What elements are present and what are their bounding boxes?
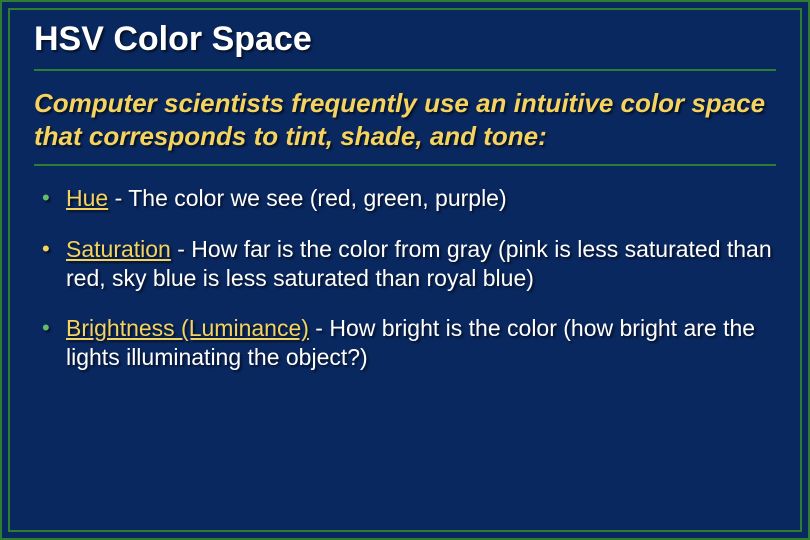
slide-title: HSV Color Space [34, 20, 776, 71]
slide-intro: Computer scientists frequently use an in… [34, 87, 776, 166]
bullet-term: Saturation [66, 236, 171, 262]
list-item: Brightness (Luminance) - How bright is t… [38, 314, 776, 372]
bullet-description: - The color we see (red, green, purple) [108, 185, 506, 211]
slide-outer-frame: HSV Color Space Computer scientists freq… [0, 0, 810, 540]
bullet-description: - How far is the color from gray (pink i… [66, 236, 772, 291]
list-item: Saturation - How far is the color from g… [38, 235, 776, 293]
slide-inner-frame: HSV Color Space Computer scientists freq… [8, 8, 802, 532]
bullet-term: Hue [66, 185, 108, 211]
list-item: Hue - The color we see (red, green, purp… [38, 184, 776, 213]
slide-bullet-list: Hue - The color we see (red, green, purp… [34, 184, 776, 372]
bullet-term: Brightness (Luminance) [66, 315, 309, 341]
